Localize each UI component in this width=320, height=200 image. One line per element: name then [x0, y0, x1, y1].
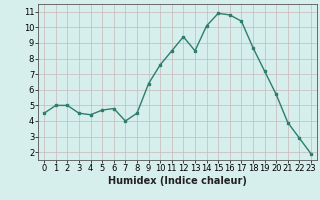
X-axis label: Humidex (Indice chaleur): Humidex (Indice chaleur)	[108, 176, 247, 186]
